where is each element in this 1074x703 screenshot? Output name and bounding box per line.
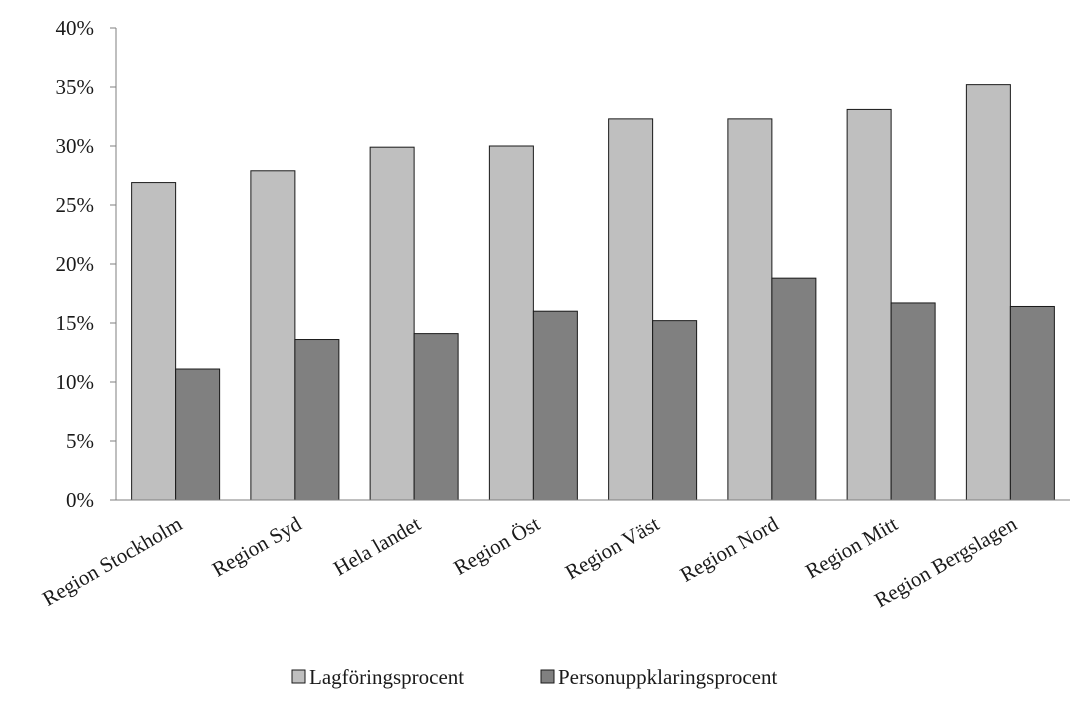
bar-lagforing [250,170,296,501]
legend-label: Lagföringsprocent [309,665,464,689]
axes [115,28,1070,501]
bar-personuppklaring [652,320,698,501]
y-tick-label: 30% [56,134,95,158]
x-tick-label: Region Stockholm [38,512,186,611]
bar-lagforing [608,118,654,501]
y-axis-ticks: 0% 5% 10% 15% 20% 25% 30% 35% 40% [56,16,116,512]
legend-swatch [540,669,555,684]
x-tick-label: Region Öst [450,511,544,579]
bar-personuppklaring [771,277,817,501]
y-tick-label: 35% [56,75,95,99]
x-tick-label: Region Mitt [801,511,902,583]
bar-lagforing [488,145,534,501]
y-tick-label: 25% [56,193,95,217]
bar-personuppklaring [294,339,340,501]
legend-swatch [291,669,306,684]
bar-lagforing [965,84,1011,501]
y-tick-label: 0% [66,488,94,512]
bar-personuppklaring [175,368,221,501]
bar-lagforing [846,108,892,501]
bar-personuppklaring [1009,305,1055,501]
bar-personuppklaring [532,310,578,501]
y-tick-label: 40% [56,16,95,40]
y-tick-label: 20% [56,252,95,276]
y-tick-label: 15% [56,311,95,335]
x-tick-label: Region Syd [208,511,306,581]
legend-label: Personuppklaringsprocent [558,665,777,689]
bar-personuppklaring [413,333,459,501]
legend: Lagföringsprocent Personuppklaringsprocen… [291,665,777,689]
bar-lagforing [369,146,415,501]
x-axis-labels: Region Stockholm Region Syd Hela landet Reg… [38,511,1021,612]
bar-lagforing [131,182,177,501]
x-tick-label: Region Nord [676,511,783,587]
y-tick-label: 10% [56,370,95,394]
x-tick-label: Hela landet [329,511,424,580]
bars-group [131,84,1055,501]
bar-lagforing [727,118,773,501]
bar-personuppklaring [890,302,936,501]
y-tick-label: 5% [66,429,94,453]
x-tick-label: Region Väst [561,511,663,584]
